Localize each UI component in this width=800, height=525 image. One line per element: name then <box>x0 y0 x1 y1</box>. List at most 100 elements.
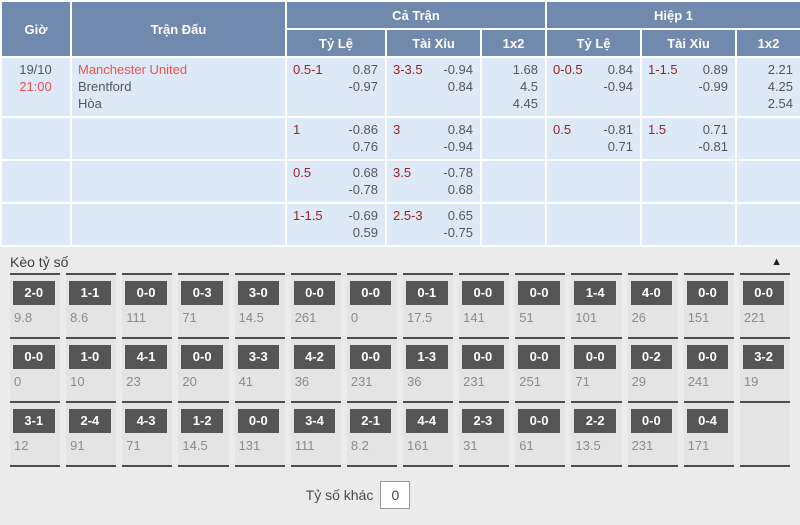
odds-value[interactable]: -0.94 <box>603 79 634 94</box>
odds-cell[interactable]: 3.5 -0.78 0.68 <box>385 159 482 204</box>
score-cell[interactable]: 1-4 101 <box>571 273 622 337</box>
odds-value[interactable]: 2.21 <box>767 62 794 77</box>
odds-value[interactable]: -0.78 <box>348 182 378 197</box>
score-cell[interactable]: 2-4 91 <box>66 401 117 465</box>
score-cell[interactable]: 2-0 9.8 <box>10 273 61 337</box>
score-cell[interactable]: 0-0 131 <box>234 401 285 465</box>
odds-cell[interactable] <box>545 202 643 247</box>
odds-value[interactable]: 0.84 <box>447 122 473 137</box>
odds-value[interactable]: 4.45 <box>512 96 539 111</box>
odds-cell[interactable]: 1-1.5 -0.69 0.59 <box>285 202 387 247</box>
odds-cell[interactable]: 2.21 4.25 2.54 <box>735 56 800 118</box>
odds-value[interactable]: 0.68 <box>352 165 378 180</box>
odds-cell[interactable]: 1 -0.86 0.76 <box>285 116 387 161</box>
score-cell[interactable]: 0-0 0 <box>10 337 61 401</box>
odds-value[interactable]: 4.25 <box>767 79 794 94</box>
odds-cell[interactable]: 1-1.5 0.89 -0.99 <box>640 56 738 118</box>
odds-cell[interactable]: 0.5 -0.81 0.71 <box>545 116 643 161</box>
score-cell[interactable]: 2-2 13.5 <box>571 401 622 465</box>
score-cell[interactable]: 3-2 19 <box>739 337 790 401</box>
odds-value[interactable]: 0.71 <box>607 139 634 154</box>
odds-value[interactable]: 2.54 <box>767 96 794 111</box>
odds-cell[interactable]: 0-0.5 0.84 -0.94 <box>545 56 643 118</box>
odds-cell[interactable] <box>735 159 800 204</box>
odds-cell[interactable]: 2.5-3 0.65 -0.75 <box>385 202 482 247</box>
odds-cell[interactable]: 3-3.5 -0.94 0.84 <box>385 56 482 118</box>
odds-value[interactable]: -0.97 <box>348 79 378 94</box>
score-cell[interactable]: 0-0 20 <box>178 337 229 401</box>
score-cell[interactable]: 2-1 8.2 <box>346 401 397 465</box>
score-cell[interactable]: 0-0 221 <box>739 273 790 337</box>
score-cell[interactable]: 0-0 51 <box>515 273 566 337</box>
score-cell[interactable]: 0-0 241 <box>683 337 734 401</box>
odds-value[interactable]: 0.68 <box>447 182 473 197</box>
odds-value[interactable]: 0.84 <box>447 79 473 94</box>
match-cell[interactable] <box>70 116 287 161</box>
score-cell[interactable]: 0-0 151 <box>683 273 734 337</box>
score-cell[interactable]: 4-0 26 <box>627 273 678 337</box>
score-cell[interactable]: 0-0 61 <box>515 401 566 465</box>
score-cell[interactable]: 1-3 36 <box>402 337 454 401</box>
score-cell[interactable]: 0-0 231 <box>627 401 678 465</box>
score-cell[interactable]: 1-0 10 <box>66 337 117 401</box>
odds-cell[interactable] <box>735 202 800 247</box>
score-cell[interactable]: 0-0 111 <box>122 273 173 337</box>
score-cell[interactable]: 0-0 141 <box>459 273 510 337</box>
odds-cell[interactable] <box>479 116 548 161</box>
score-cell[interactable]: 4-2 36 <box>290 337 341 401</box>
score-cell[interactable]: 4-1 23 <box>122 337 173 401</box>
odds-value[interactable]: 0.84 <box>607 62 634 77</box>
match-cell[interactable]: Manchester United Brentford Hòa <box>70 56 287 118</box>
odds-value[interactable]: 0.65 <box>447 208 473 223</box>
score-cell[interactable]: 1-2 14.5 <box>178 401 229 465</box>
odds-value[interactable]: -0.69 <box>348 208 378 223</box>
odds-cell[interactable]: 1.5 0.71 -0.81 <box>640 116 738 161</box>
score-cell[interactable]: 3-0 14.5 <box>234 273 285 337</box>
odds-value[interactable]: 0.87 <box>352 62 378 77</box>
score-cell[interactable]: 1-1 8.6 <box>66 273 117 337</box>
score-cell[interactable]: 3-4 111 <box>290 401 341 465</box>
score-cell[interactable]: 0-3 71 <box>178 273 229 337</box>
odds-cell[interactable]: 0.5-1 0.87 -0.97 <box>285 56 387 118</box>
odds-cell[interactable] <box>545 159 643 204</box>
odds-value[interactable]: -0.94 <box>443 62 473 77</box>
odds-cell[interactable] <box>640 159 738 204</box>
odds-cell[interactable]: 0.5 0.68 -0.78 <box>285 159 387 204</box>
score-cell[interactable]: 0-0 231 <box>459 337 510 401</box>
odds-value[interactable]: 4.5 <box>519 79 539 94</box>
odds-value[interactable]: -0.81 <box>698 139 729 154</box>
score-cell[interactable]: 0-0 251 <box>515 337 566 401</box>
score-cell[interactable]: 0-1 17.5 <box>402 273 454 337</box>
odds-value[interactable]: -0.75 <box>443 225 473 240</box>
odds-cell[interactable] <box>479 159 548 204</box>
score-cell[interactable]: 3-3 41 <box>234 337 285 401</box>
odds-value[interactable]: -0.99 <box>698 79 729 94</box>
odds-value[interactable]: -0.94 <box>443 139 473 154</box>
odds-value[interactable]: -0.78 <box>443 165 473 180</box>
odds-value[interactable]: -0.86 <box>348 122 378 137</box>
odds-value[interactable]: 0.89 <box>702 62 729 77</box>
score-cell[interactable]: 0-0 231 <box>346 337 397 401</box>
score-cell[interactable]: 0-0 71 <box>571 337 622 401</box>
odds-cell[interactable] <box>640 202 738 247</box>
score-cell[interactable]: 0-0 0 <box>346 273 397 337</box>
match-cell[interactable] <box>70 202 287 247</box>
odds-value[interactable]: 1.68 <box>512 62 539 77</box>
odds-value[interactable]: 0.59 <box>352 225 378 240</box>
collapse-up-icon[interactable]: ▲ <box>771 255 782 268</box>
match-cell[interactable] <box>70 159 287 204</box>
score-cell[interactable]: 2-3 31 <box>459 401 510 465</box>
odds-value[interactable]: 0.71 <box>702 122 729 137</box>
score-cell[interactable]: 4-4 161 <box>402 401 454 465</box>
score-cell[interactable]: 0-2 29 <box>627 337 678 401</box>
odds-cell[interactable] <box>735 116 800 161</box>
odds-cell[interactable]: 1.68 4.5 4.45 <box>479 56 548 118</box>
score-cell[interactable]: 3-1 12 <box>10 401 61 465</box>
score-cell[interactable]: 4-3 71 <box>122 401 173 465</box>
other-score-input[interactable] <box>380 481 411 509</box>
score-cell[interactable]: 0-4 171 <box>683 401 734 465</box>
odds-cell[interactable] <box>479 202 548 247</box>
odds-value[interactable]: 0.76 <box>352 139 378 154</box>
odds-cell[interactable]: 3 0.84 -0.94 <box>385 116 482 161</box>
odds-value[interactable]: -0.81 <box>603 122 634 137</box>
